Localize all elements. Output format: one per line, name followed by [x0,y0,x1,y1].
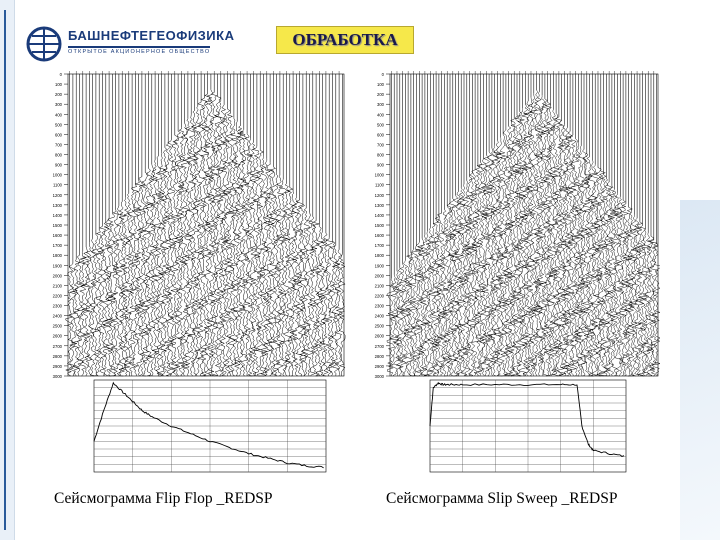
spectrum-line [429,381,625,457]
trace-wiggles [386,90,662,377]
time-tick-label: 500 [55,122,63,127]
company-name: БАШНЕФТЕГЕОФИЗИКА [68,28,235,43]
time-tick-label: 1200 [53,193,63,198]
time-tick-label: 0 [60,72,63,77]
time-tick-label: 900 [377,163,385,168]
time-tick-label: 2200 [53,293,63,298]
left-spectrum-panel [62,376,330,485]
time-tick-label: 1300 [53,203,63,208]
time-tick-label: 2900 [53,364,63,369]
time-tick-label: 300 [377,102,385,107]
company-logo: БАШНЕФТЕГЕОФИЗИКА ОТКРЫТОЕ АКЦИОНЕРНОЕ О… [24,24,234,66]
time-tick-label: 300 [55,102,63,107]
spectrum-line [93,381,324,469]
time-tick-label: 800 [377,153,385,158]
right-spectrum-panel [398,376,630,485]
time-tick-label: 2200 [375,293,385,298]
time-tick-label: 600 [55,132,63,137]
time-tick-label: 1400 [375,213,385,218]
time-tick-label: 100 [377,82,385,87]
time-tick-label: 1300 [375,203,385,208]
time-tick-label: 2100 [375,283,385,288]
right-decor-shape [680,200,720,540]
left-spectrum-chart [93,379,327,473]
right-caption: Сейсмограмма Slip Sweep _REDSP [386,490,618,507]
time-tick-label: 400 [377,112,385,117]
time-tick-label: 1600 [53,233,63,238]
left-caption: Сейсмограмма Flip Flop _REDSP [54,490,273,507]
trace-pre-arrival [69,74,343,268]
time-tick-label: 1400 [53,213,63,218]
time-tick-label: 800 [55,153,63,158]
time-tick-label: 100 [55,82,63,87]
globe-icon [26,26,62,62]
left-panel: 0 100 200 300 400 500 600 700 800 900 1000 1100 1200… [24,60,346,383]
time-tick-label: 1800 [375,253,385,258]
time-tick-label: 2600 [375,334,385,339]
time-tick-label: 2400 [53,314,63,319]
right-panel: 0 100 200 300 400 500 600 700 800 900 1000 1100 1200… [346,60,662,383]
time-tick-label: 200 [55,92,63,97]
time-tick-label: 2400 [375,314,385,319]
time-tick-label: 1700 [53,243,63,248]
time-tick-label: 1000 [53,173,63,178]
time-tick-label: 1100 [53,183,63,188]
time-tick-label: 2500 [53,324,63,329]
time-tick-label: 2000 [375,273,385,278]
time-tick-label: 1900 [375,263,385,268]
time-tick-label: 1900 [53,263,63,268]
trace-pre-arrival [391,74,657,279]
time-tick-label: 1500 [53,223,63,228]
time-tick-label: 1100 [375,183,385,188]
left-decor-bar [0,0,15,540]
time-tick-label: 2100 [53,283,63,288]
time-tick-label: 2800 [375,354,385,359]
time-tick-label: 2300 [375,304,385,309]
time-tick-label: 700 [55,142,63,147]
time-tick-label: 3000 [53,374,63,378]
right-spectrum-chart [429,379,627,473]
time-tick-label: 2500 [375,324,385,329]
time-tick-label: 600 [377,132,385,137]
time-tick-label: 2000 [53,273,63,278]
page-title: ОБРАБОТКА [276,26,414,54]
time-tick-label: 2600 [53,334,63,339]
time-tick-label: 3000 [375,374,385,378]
time-tick-label: 1200 [375,193,385,198]
company-subtitle: ОТКРЫТОЕ АКЦИОНЕРНОЕ ОБЩЕСТВО [68,46,211,55]
time-tick-label: 2700 [375,344,385,349]
time-tick-label: 400 [55,112,63,117]
time-tick-label: 1600 [375,233,385,238]
time-tick-label: 2300 [53,304,63,309]
time-tick-label: 0 [382,72,385,77]
time-tick-label: 2700 [53,344,63,349]
time-tick-label: 2800 [53,354,63,359]
left-seismogram: 0 100 200 300 400 500 600 700 800 900 1000 1100 1200… [53,71,346,379]
time-tick-label: 1500 [375,223,385,228]
time-tick-label: 1000 [375,173,385,178]
time-tick-label: 500 [377,122,385,127]
time-tick-label: 1800 [53,253,63,258]
time-tick-label: 1700 [375,243,385,248]
right-seismogram: 0 100 200 300 400 500 600 700 800 900 1000 1100 1200… [375,71,662,379]
trace-wiggles [65,89,346,377]
time-tick-label: 700 [377,142,385,147]
time-tick-label: 200 [377,92,385,97]
time-tick-label: 900 [55,163,63,168]
time-tick-label: 2900 [375,364,385,369]
